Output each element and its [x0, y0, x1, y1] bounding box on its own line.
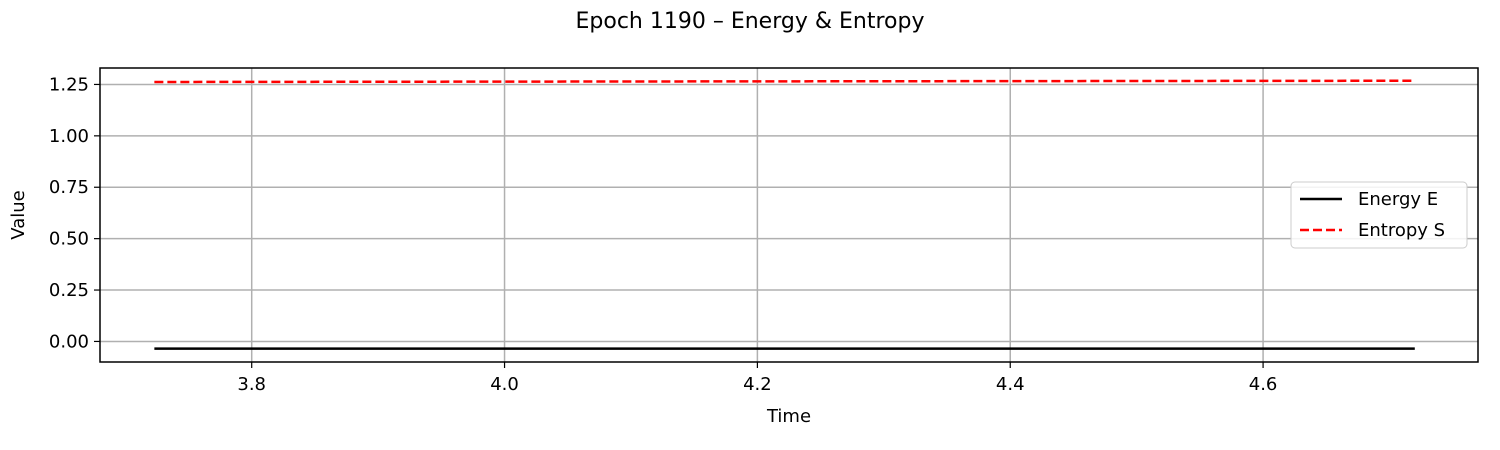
x-tick-label: 4.6: [1249, 374, 1278, 395]
chart-title: Epoch 1190 – Energy & Entropy: [576, 9, 925, 34]
legend: Energy E Entropy S: [1290, 181, 1468, 249]
x-tick-label: 4.2: [743, 374, 772, 395]
x-axis-ticks: 3.8 4.0 4.2 4.4 4.6: [237, 362, 1277, 395]
grid: [100, 68, 1478, 362]
x-tick-label: 3.8: [237, 374, 266, 395]
x-axis-label: Time: [766, 406, 811, 427]
legend-label-1: Entropy S: [1358, 220, 1445, 241]
y-tick-label: 1.25: [49, 74, 89, 95]
y-tick-label: 0.50: [49, 229, 89, 250]
x-tick-label: 4.4: [996, 374, 1025, 395]
y-tick-label: 0.75: [49, 177, 89, 198]
series-line-1: [154, 79, 1415, 84]
x-tick-label: 4.0: [490, 374, 519, 395]
series-group: [154, 79, 1415, 350]
plot-frame: [99, 67, 1479, 363]
y-axis-ticks: 0.00 0.25 0.50 0.75 1.00 1.25: [49, 74, 100, 352]
y-tick-label: 1.00: [49, 126, 89, 147]
y-tick-label: 0.25: [49, 280, 89, 301]
legend-label-0: Energy E: [1358, 189, 1438, 210]
y-tick-label: 0.00: [49, 331, 89, 352]
y-axis-label: Value: [8, 190, 29, 239]
